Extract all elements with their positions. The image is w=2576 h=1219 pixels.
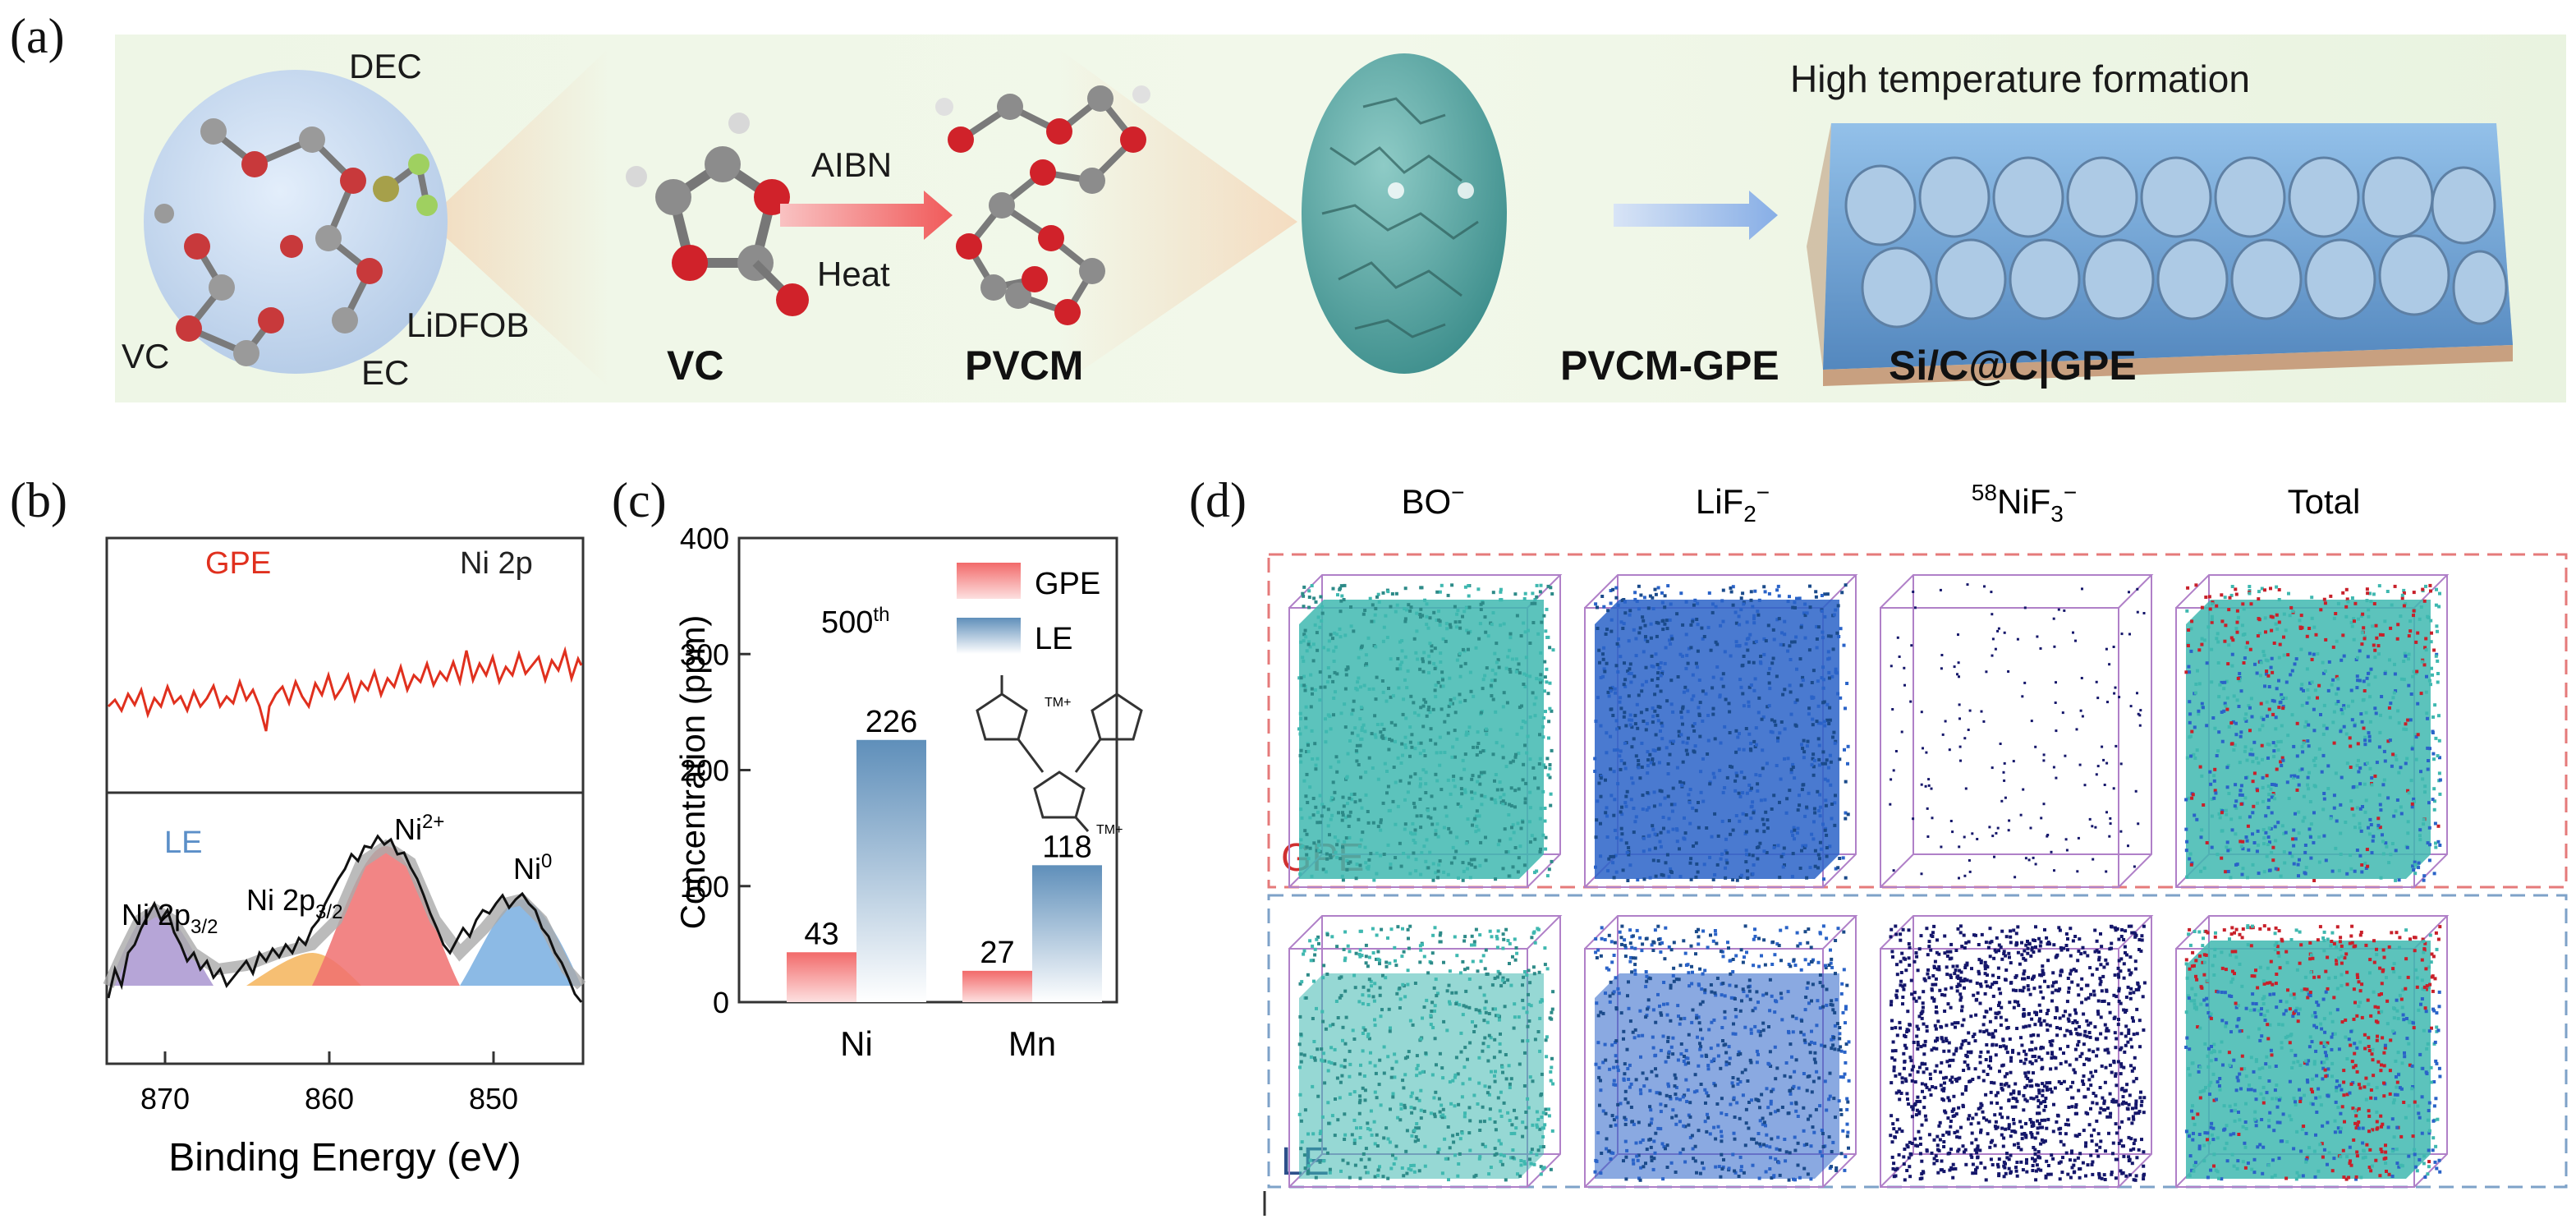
ni2plus-label: Ni2+ [394, 811, 444, 846]
panel-c-chart: 0 100 200 300 400 43 226 27 118 Concentration (… [673, 522, 1143, 1063]
tm-label-1: TM+ [1045, 696, 1071, 710]
legend-gpe: GPE [1035, 567, 1100, 601]
le-cube-nif3 [1880, 915, 2154, 1188]
col-header-total: Total [2288, 482, 2361, 521]
label-high-temp: High temperature formation [1790, 58, 2250, 100]
gpe-label: GPE [205, 546, 271, 581]
ni2p-label: Ni 2p [460, 546, 533, 581]
bar-value-label: 43 [804, 917, 838, 951]
bar-le-mn [1032, 865, 1102, 1002]
gpe-cube-bo [1288, 574, 1563, 888]
ni0-label: Ni0 [513, 850, 552, 886]
x-category-ni: Ni [840, 1024, 873, 1063]
label-dec: DEC [349, 47, 422, 85]
bar-value-label: 118 [1042, 830, 1092, 864]
ni2p-sat-label: Ni 2p3/2 [122, 898, 218, 938]
col-header-bo: BO− [1401, 480, 1464, 521]
y-tick-label: 200 [680, 754, 729, 788]
tm-label-2: TM+ [1096, 823, 1123, 837]
y-tick-label: 0 [713, 986, 729, 1019]
label-lidfob: LiDFOB [406, 306, 529, 344]
x-tick-850: 850 [469, 1082, 518, 1116]
col-header-nif3: 58NiF3− [1972, 480, 2077, 527]
y-tick-label: 100 [680, 870, 729, 904]
legend-swatch-le [957, 618, 1021, 654]
tm-structure [976, 675, 1143, 832]
x-tick-860: 860 [305, 1082, 354, 1116]
label-pvcm: PVCM [965, 343, 1083, 389]
bar-le-ni [856, 739, 926, 1002]
y-axis-label: Concentration (ppm) [673, 615, 712, 930]
label-vc: VC [667, 343, 723, 389]
panel-a-scheme: DEC LiDFOB VC EC AIBN Heat High temperat… [115, 34, 2566, 402]
x-tick-870: 870 [140, 1082, 190, 1116]
le-cube-total [2175, 915, 2450, 1188]
annotation-500th: 500th [821, 604, 889, 640]
gpe-cube-total [2175, 574, 2450, 888]
bar-value-label: 27 [980, 936, 1014, 970]
legend-le: LE [1035, 622, 1072, 656]
panel-b-letter: (b) [10, 473, 67, 527]
label-si-gpe: Si/C@C|GPE [1889, 343, 2137, 389]
x-category-mn: Mn [1008, 1024, 1056, 1063]
panel-d-letter: (d) [1189, 473, 1247, 527]
label-vc-left: VC [122, 337, 169, 375]
label-heat: Heat [817, 255, 890, 293]
panel-c-letter: (c) [612, 473, 667, 527]
peak-purple [108, 908, 214, 986]
bar-gpe-ni [787, 952, 856, 1002]
label-pvcm-gpe: PVCM-GPE [1560, 343, 1779, 389]
peak-blue [460, 899, 581, 986]
bar-gpe-mn [962, 970, 1032, 1002]
panel-a-letter: (a) [10, 9, 65, 63]
ni2p-sat2-label: Ni 2p3/2 [246, 883, 342, 923]
label-ec: EC [361, 353, 409, 392]
panel-d-tof-sims: GPE LE BO− LiF2− 58NiF3− Total [1263, 480, 2568, 1216]
label-aibn: AIBN [811, 145, 892, 184]
gpe-cube-nif3 [1880, 574, 2154, 888]
bar-value-label: 226 [866, 705, 917, 739]
y-tick-label: 400 [680, 522, 729, 555]
legend-swatch-gpe [957, 563, 1021, 599]
gpe-cube-lif2 [1584, 574, 1858, 888]
gpe-spectrum [107, 646, 583, 732]
le-cube-lif2 [1584, 915, 1858, 1188]
panel-b-xps: 870 860 850 Binding Energy (eV) GPE Ni 2… [103, 536, 586, 1180]
col-header-lif2: LiF2− [1696, 480, 1770, 527]
le-spectrum [107, 834, 583, 1003]
le-cube-bo [1288, 915, 1563, 1188]
peak-red [312, 846, 460, 986]
y-tick-label: 300 [680, 637, 729, 671]
le-label: LE [164, 826, 202, 860]
x-axis-label: Binding Energy (eV) [168, 1136, 521, 1180]
